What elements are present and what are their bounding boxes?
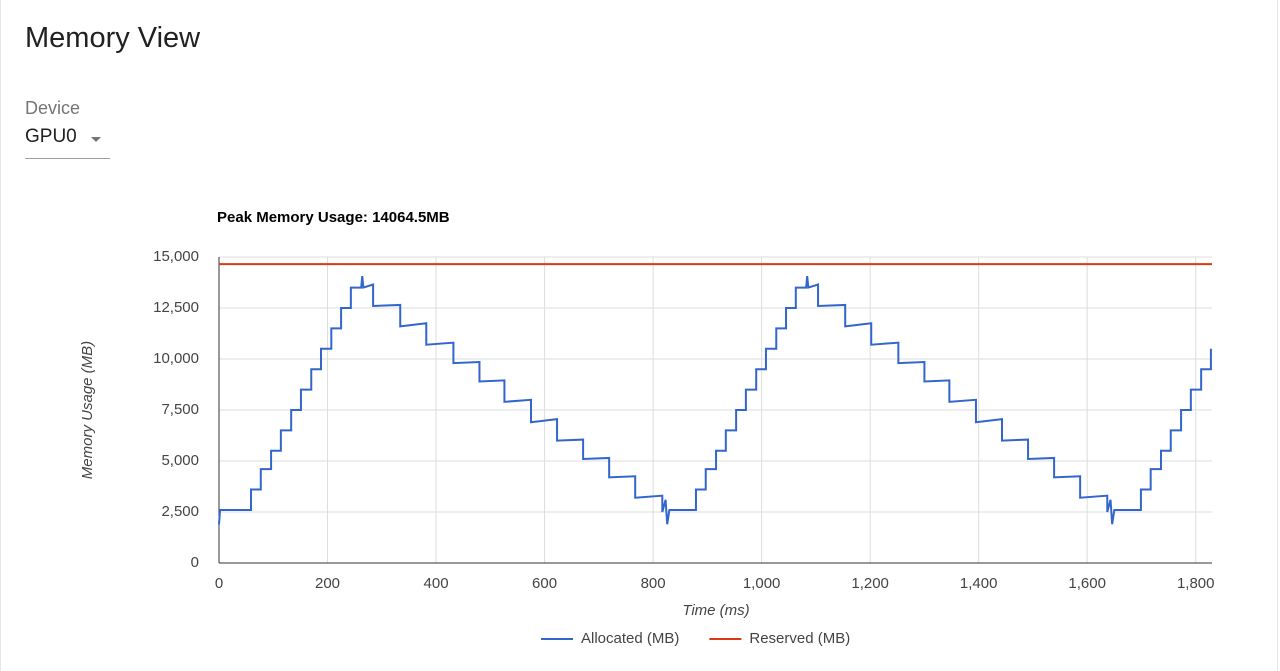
x-tick-label: 0	[215, 575, 223, 592]
y-tick-label: 15,000	[153, 248, 199, 265]
x-tick-label: 200	[315, 575, 340, 592]
y-axis-title: Memory Usage (MB)	[79, 341, 96, 479]
dropdown-caret[interactable]	[91, 137, 101, 142]
device-select[interactable]: GPU0	[25, 126, 110, 159]
legend-label: Reserved (MB)	[749, 630, 850, 647]
device-value[interactable]: GPU0	[25, 126, 77, 147]
x-tick-label: 1,400	[960, 575, 998, 592]
y-tick-label: 12,500	[153, 299, 199, 316]
y-tick-label: 2,500	[161, 503, 199, 520]
device-label: Device	[25, 98, 81, 118]
y-tick-label: 0	[191, 554, 199, 571]
x-tick-label: 400	[424, 575, 449, 592]
series-line	[218, 275, 1212, 525]
x-tick-label: 1,600	[1068, 575, 1106, 592]
y-tick-label: 7,500	[161, 401, 199, 418]
x-tick-label: 1,000	[743, 575, 781, 592]
x-axis-title: Time (ms)	[682, 602, 749, 619]
x-tick-label: 1,800	[1177, 575, 1215, 592]
legend-label: Allocated (MB)	[581, 630, 679, 647]
chart-title: Peak Memory Usage: 14064.5MB	[217, 209, 450, 226]
x-tick-label: 1,200	[851, 575, 889, 592]
x-tick-label: 800	[641, 575, 666, 592]
x-tick-label: 600	[532, 575, 557, 592]
y-tick-label: 10,000	[153, 350, 199, 367]
page-title: Memory View	[25, 22, 201, 54]
y-tick-label: 5,000	[161, 452, 199, 469]
